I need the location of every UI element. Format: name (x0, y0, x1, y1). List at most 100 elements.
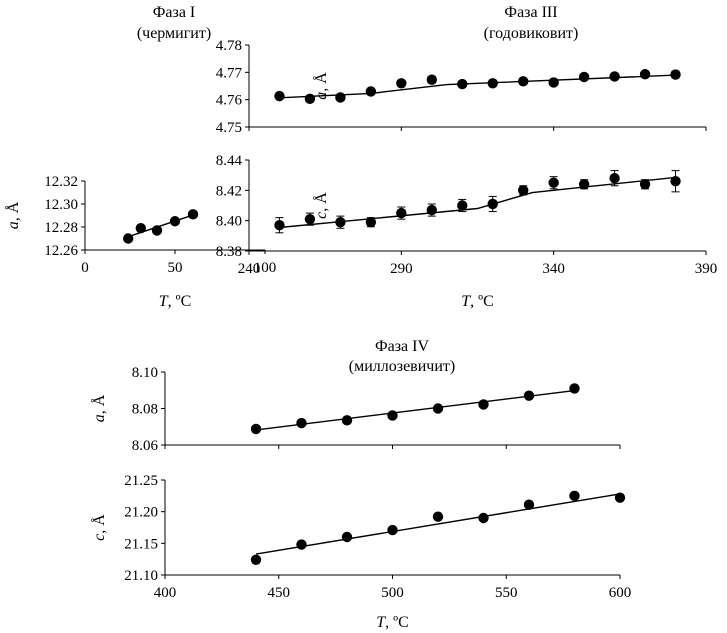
fit-line (255, 389, 575, 431)
data-point (523, 390, 535, 401)
y-tick-label: 8.06 (132, 438, 159, 454)
y-tick-label: 21.10 (124, 568, 158, 584)
data-point (478, 399, 489, 410)
panel-subtitle-phase-1: (чермигит) (137, 25, 211, 42)
fit-line (279, 176, 676, 229)
plot-phase-3-c: 8.38 8.40 8.42 8.44 240 290 340 390 c, Å T, ºC (216, 153, 718, 310)
data-point (387, 524, 398, 536)
data-point (151, 225, 163, 236)
data-point (487, 198, 498, 210)
data-point (304, 93, 316, 105)
x-tick-label: 0 (81, 260, 89, 276)
data-point (523, 499, 535, 510)
x-tick-label: 100 (254, 260, 277, 276)
data-point (335, 216, 346, 228)
data-point (457, 200, 468, 211)
x-tick-label: 240 (238, 261, 261, 277)
x-tick-label: 340 (542, 261, 565, 277)
y-tick-label: 8.08 (132, 402, 158, 418)
x-tick-label: 600 (609, 585, 632, 601)
data-point (365, 86, 377, 97)
panel-phase-3: Фаза III (годовиковит) 4.754.764.774.78a… (216, 4, 718, 310)
x-axis-title: T, ºC (159, 293, 192, 310)
data-point (609, 71, 620, 82)
data-point (335, 92, 346, 103)
y-tick-label: 12.28 (44, 220, 78, 236)
data-point (387, 410, 398, 421)
data-point (578, 179, 590, 190)
y-tick-label: 8.38 (216, 244, 242, 260)
data-point (609, 173, 620, 184)
y-axis-title: a, Å (90, 394, 108, 422)
y-tick-label: 21.15 (124, 536, 158, 552)
fit-line (124, 213, 197, 239)
y-axis-title: c, Å (312, 192, 330, 219)
data-point (274, 220, 285, 231)
data-point (426, 74, 437, 85)
y-tick-label: 8.10 (132, 365, 158, 381)
data-point (396, 78, 407, 89)
fit-line (255, 493, 621, 555)
y-tick-label: 12.26 (44, 243, 78, 259)
data-point (487, 78, 498, 89)
data-point (578, 71, 590, 83)
data-point (296, 417, 307, 429)
panel-phase-4: Фаза IV (миллозевичит) 8.068.088.10a, Å … (90, 338, 631, 631)
data-point (518, 185, 529, 196)
data-point (396, 207, 407, 219)
y-tick-label: 21.20 (124, 505, 158, 521)
y-tick-label: 12.30 (44, 197, 78, 213)
data-point (639, 179, 651, 190)
data-point (304, 213, 316, 225)
panel-title-phase-4: Фаза IV (375, 338, 429, 355)
y-tick-label: 8.42 (216, 183, 242, 199)
y-tick-label: 4.78 (216, 38, 242, 54)
data-point (250, 423, 262, 435)
data-point (518, 76, 529, 87)
x-tick-label: 50 (168, 260, 183, 276)
data-point (341, 415, 353, 426)
plot-phase-4-c: 21.10 21.15 21.20 21.25 400 450 500 550 600 c, Å T… (90, 473, 631, 631)
y-axis-title: a, Å (4, 201, 22, 229)
y-tick-label: 21.25 (124, 473, 158, 489)
data-point (123, 233, 134, 244)
data-point (432, 403, 444, 414)
plot-phase-3-a: 4.754.764.774.78a, Å (216, 38, 707, 136)
data-point (548, 177, 559, 188)
data-point (432, 511, 444, 522)
panel-subtitle-phase-3: (годовиковит) (484, 25, 579, 42)
data-point (169, 216, 181, 227)
data-point (341, 531, 353, 543)
data-point (250, 554, 262, 565)
plot-phase-1-a: 12.26 12.28 12.30 12.32 0 50 100 a, Å T, ºC (4, 174, 276, 310)
y-tick-label: 4.76 (216, 93, 243, 109)
y-axis-title: c, Å (90, 514, 108, 541)
x-tick-label: 400 (154, 585, 177, 601)
y-tick-label: 8.40 (216, 214, 242, 230)
panel-title-phase-3: Фаза III (504, 4, 557, 21)
data-point (548, 77, 559, 88)
x-axis-title: T, ºC (461, 293, 494, 310)
y-tick-label: 8.44 (216, 153, 243, 169)
data-point (426, 204, 437, 216)
x-tick-label: 450 (268, 585, 291, 601)
data-point (639, 69, 651, 80)
panel-title-phase-1: Фаза I (153, 4, 196, 21)
x-tick-label: 390 (695, 261, 718, 277)
x-axis-title: T, ºC (376, 614, 409, 631)
data-point (365, 216, 377, 228)
x-tick-label: 500 (381, 585, 404, 601)
data-point (614, 492, 626, 503)
plot-phase-4-a: 8.06 8.08 8.10 a, Å (90, 365, 621, 454)
data-point (187, 209, 199, 220)
x-tick-label: 550 (495, 585, 518, 601)
panel-phase-1: Фаза I (чермигит) 12.26 12.28 12.30 12.32 0 5… (4, 4, 276, 310)
data-point (478, 512, 489, 524)
y-tick-label: 12.32 (44, 174, 78, 190)
data-point (569, 383, 580, 394)
data-point (296, 539, 307, 550)
panel-subtitle-phase-4: (миллозевичит) (349, 358, 455, 375)
y-tick-label: 4.77 (216, 65, 243, 81)
data-point (670, 69, 681, 80)
